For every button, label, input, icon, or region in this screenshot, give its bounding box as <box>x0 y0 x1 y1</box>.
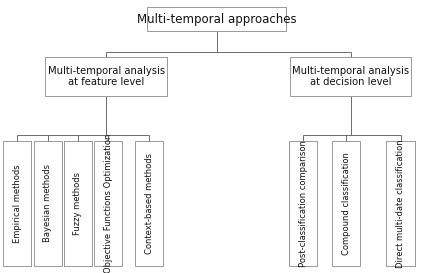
Text: Fuzzy methods: Fuzzy methods <box>74 172 82 235</box>
Text: Objective Functions Optimization: Objective Functions Optimization <box>104 134 113 273</box>
FancyBboxPatch shape <box>290 57 411 96</box>
Text: Multi-temporal approaches: Multi-temporal approaches <box>137 13 296 26</box>
FancyBboxPatch shape <box>64 141 92 266</box>
Text: Empirical methods: Empirical methods <box>13 164 22 243</box>
Text: Bayesian methods: Bayesian methods <box>43 164 52 242</box>
FancyBboxPatch shape <box>147 7 286 31</box>
FancyBboxPatch shape <box>34 141 62 266</box>
Text: Compound classification: Compound classification <box>342 152 351 255</box>
Text: Multi-temporal analysis
at feature level: Multi-temporal analysis at feature level <box>48 66 165 87</box>
Text: Post-classification comparison: Post-classification comparison <box>299 140 307 267</box>
Text: Multi-temporal analysis
at decision level: Multi-temporal analysis at decision leve… <box>292 66 409 87</box>
FancyBboxPatch shape <box>94 141 122 266</box>
FancyBboxPatch shape <box>333 141 360 266</box>
Text: Direct multi-date classification: Direct multi-date classification <box>396 139 405 268</box>
FancyBboxPatch shape <box>387 141 415 266</box>
FancyBboxPatch shape <box>135 141 164 266</box>
FancyBboxPatch shape <box>3 141 32 266</box>
FancyBboxPatch shape <box>289 141 317 266</box>
FancyBboxPatch shape <box>45 57 167 96</box>
Text: Context-based methods: Context-based methods <box>145 153 154 254</box>
